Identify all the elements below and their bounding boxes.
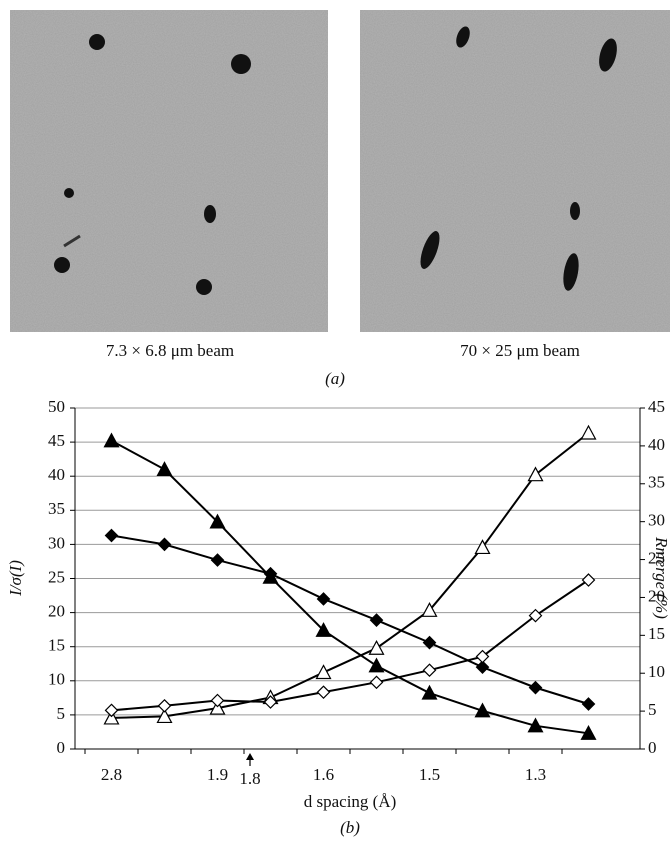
diamond-marker	[104, 528, 119, 543]
y2-tick-label: 10	[648, 662, 665, 681]
y-tick-label: 35	[48, 499, 65, 518]
diffraction-image-left	[10, 10, 328, 332]
diffraction-image-right	[360, 10, 670, 332]
series-line	[111, 439, 589, 735]
triangle-marker	[315, 622, 332, 637]
y-tick-label: 50	[48, 397, 65, 416]
diamond-marker	[104, 703, 119, 718]
diamond-marker	[263, 695, 278, 709]
y-tick-label: 15	[48, 636, 65, 655]
triangle-marker	[209, 513, 226, 529]
y2-tick-label: 20	[648, 586, 665, 605]
triangle-marker	[209, 699, 226, 715]
diamond-marker	[369, 613, 384, 627]
y2-axis-label: Rmerge (%)	[652, 536, 670, 619]
diamond-marker	[475, 660, 490, 675]
triangle-marker	[474, 539, 491, 555]
triangle-marker	[103, 432, 120, 448]
diamond-marker	[369, 675, 384, 690]
y2-tick-label: 0	[648, 738, 657, 757]
triangle-marker	[421, 602, 438, 617]
series-line	[111, 534, 589, 705]
y2-tick-label: 30	[648, 511, 665, 530]
triangle-marker	[103, 709, 120, 725]
diamond-marker	[581, 697, 596, 711]
triangle-marker	[527, 717, 544, 733]
y2-tick-label: 25	[648, 548, 665, 567]
diamond-marker	[422, 663, 437, 678]
triangle-marker	[580, 725, 597, 740]
diamond-marker	[528, 680, 543, 695]
diamond-marker	[422, 635, 437, 650]
y-tick-label: 20	[48, 602, 65, 621]
diamond-marker	[210, 553, 225, 567]
annotation: 1.8	[239, 769, 260, 788]
y2-tick-label: 35	[648, 473, 665, 492]
triangle-marker	[156, 461, 173, 476]
y-axis-label: I/σ(I)	[6, 560, 25, 597]
y2-tick-label: 40	[648, 435, 665, 454]
panel-label: (b)	[340, 818, 360, 837]
triangle-marker	[580, 424, 597, 440]
x-tick-label: 1.9	[207, 765, 228, 784]
diamond-marker	[210, 693, 225, 708]
diamond-marker	[528, 608, 543, 623]
panel-label: (a)	[325, 369, 345, 388]
y-tick-label: 40	[48, 465, 65, 484]
diamond-marker	[475, 649, 490, 664]
y2-tick-label: 5	[648, 700, 657, 719]
y-tick-label: 25	[48, 567, 65, 586]
image-caption: 70 × 25 μm beam	[460, 341, 580, 360]
series-line	[111, 579, 590, 712]
annotation-arrow	[246, 753, 254, 766]
triangle-marker	[474, 702, 491, 718]
diamond-marker	[581, 573, 596, 587]
y-tick-label: 0	[57, 738, 66, 757]
x-tick-label: 2.8	[101, 765, 122, 784]
x-tick-label: 1.6	[313, 765, 334, 784]
y2-tick-label: 15	[648, 624, 665, 643]
triangle-marker	[315, 664, 332, 680]
x-tick-label: 1.5	[419, 765, 440, 784]
diamond-marker	[316, 592, 331, 606]
diamond-marker	[316, 685, 331, 700]
diamond-marker	[157, 537, 172, 552]
triangle-marker	[156, 708, 173, 724]
diamond-marker	[263, 566, 278, 581]
x-tick-label: 1.3	[525, 765, 546, 784]
x-axis-label: d spacing (Å)	[304, 792, 397, 811]
y2-tick-label: 45	[648, 397, 665, 416]
series-line	[111, 432, 590, 719]
y-tick-label: 10	[48, 670, 65, 689]
image-caption: 7.3 × 6.8 μm beam	[106, 341, 234, 360]
triangle-marker	[368, 639, 385, 655]
y-tick-label: 5	[57, 704, 66, 723]
diamond-marker	[157, 698, 172, 713]
y-tick-label: 30	[48, 533, 65, 552]
triangle-marker	[527, 466, 544, 482]
y-tick-label: 45	[48, 431, 65, 450]
triangle-marker	[421, 684, 438, 700]
triangle-marker	[368, 657, 385, 673]
